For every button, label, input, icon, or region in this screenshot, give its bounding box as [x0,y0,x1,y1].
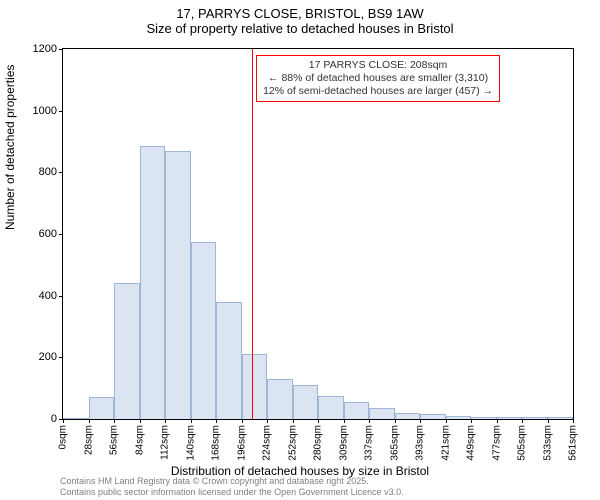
plot-area: 17 PARRYS CLOSE: 208sqm ← 88% of detache… [62,48,574,420]
x-tick-mark [344,419,345,423]
x-tick-label: 280sqm [313,425,324,461]
x-tick-mark [497,419,498,423]
x-tick-label: 28sqm [83,425,94,455]
x-tick-label: 168sqm [211,425,222,461]
x-tick-mark [293,419,294,423]
x-tick-label: 56sqm [109,425,120,455]
x-tick-mark [395,419,396,423]
x-tick-label: 505sqm [517,425,528,461]
chart-subtitle: Size of property relative to detached ho… [0,21,600,36]
histogram-bar [242,354,268,419]
x-tick-mark [191,419,192,423]
histogram-bar [63,418,89,419]
x-tick-mark [216,419,217,423]
x-tick-mark [63,419,64,423]
histogram-bar [344,402,370,419]
footer-line2: Contains public sector information licen… [60,487,404,498]
annotation-line1: 17 PARRYS CLOSE: 208sqm [263,59,493,72]
histogram-bar [89,397,115,419]
histogram-bar [216,302,242,419]
histogram-bar [165,151,191,419]
x-tick-label: 140sqm [185,425,196,461]
x-tick-label: 0sqm [58,425,69,449]
x-tick-mark [548,419,549,423]
histogram-bar [318,396,344,419]
x-tick-mark [522,419,523,423]
y-tick-mark [59,111,63,112]
footer-line1: Contains HM Land Registry data © Crown c… [60,476,404,487]
x-tick-label: 196sqm [236,425,247,461]
x-tick-label: 309sqm [338,425,349,461]
x-tick-label: 449sqm [466,425,477,461]
histogram-bar [497,417,523,419]
x-tick-label: 112sqm [160,425,171,460]
x-tick-mark [446,419,447,423]
histogram-bar [191,242,217,419]
annotation-line3: 12% of semi-detached houses are larger (… [263,85,493,98]
marker-annotation-box: 17 PARRYS CLOSE: 208sqm ← 88% of detache… [256,55,500,102]
y-tick-mark [59,296,63,297]
x-tick-label: 84sqm [134,425,145,455]
histogram-bar [395,413,421,419]
y-tick-mark [59,357,63,358]
x-tick-mark [242,419,243,423]
histogram-bar [293,385,319,419]
histogram-bar [446,416,472,419]
x-tick-mark [420,419,421,423]
histogram-bar [548,417,574,419]
x-tick-label: 393sqm [415,425,426,461]
x-tick-label: 561sqm [568,425,579,461]
x-tick-mark [89,419,90,423]
x-tick-label: 337sqm [364,425,375,461]
x-tick-label: 533sqm [542,425,553,461]
x-tick-mark [114,419,115,423]
histogram-bar [471,417,497,419]
x-tick-label: 365sqm [389,425,400,461]
histogram-bar [114,283,140,419]
marker-line [252,49,253,419]
x-tick-mark [471,419,472,423]
y-tick-mark [59,49,63,50]
y-tick-mark [59,234,63,235]
chart-title: 17, PARRYS CLOSE, BRISTOL, BS9 1AW [0,6,600,21]
x-tick-mark [165,419,166,423]
histogram-bar [140,146,166,419]
x-tick-label: 477sqm [491,425,502,461]
x-tick-label: 224sqm [262,425,273,461]
y-axis-label: Number of detached properties [3,65,17,230]
footer-attribution: Contains HM Land Registry data © Crown c… [60,476,404,498]
histogram-chart: 17, PARRYS CLOSE, BRISTOL, BS9 1AW Size … [0,0,600,500]
histogram-bar [420,414,446,419]
y-tick-mark [59,172,63,173]
x-tick-label: 252sqm [287,425,298,461]
annotation-line2: ← 88% of detached houses are smaller (3,… [263,72,493,85]
x-tick-mark [140,419,141,423]
x-tick-mark [318,419,319,423]
x-tick-mark [267,419,268,423]
histogram-bar [369,408,395,419]
histogram-bar [522,417,548,419]
x-tick-mark [573,419,574,423]
histogram-bar [267,379,293,419]
x-tick-mark [369,419,370,423]
title-block: 17, PARRYS CLOSE, BRISTOL, BS9 1AW Size … [0,0,600,36]
x-tick-label: 421sqm [440,425,451,461]
